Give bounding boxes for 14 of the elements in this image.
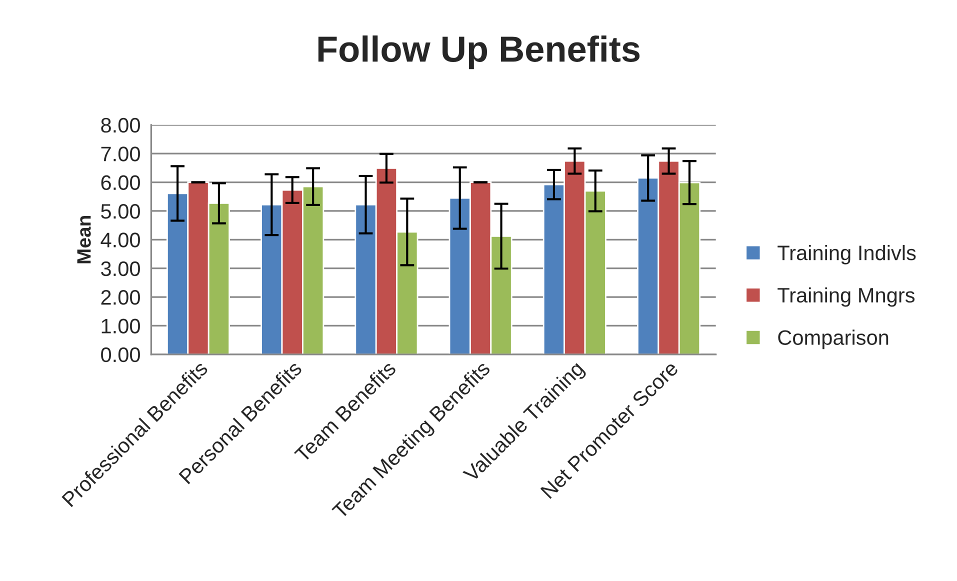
- y-tick-label: 8.00: [101, 118, 140, 133]
- y-axis-title: Mean: [77, 216, 91, 264]
- y-tick-label: 4.00: [100, 232, 140, 248]
- legend-label: Comparison: [778, 330, 888, 350]
- legend-label: Training Indivls: [778, 244, 916, 264]
- y-tick-label: 1.00: [102, 318, 140, 334]
- chart-title: Follow Up Benefits: [318, 35, 640, 70]
- y-tick-label: 5.00: [101, 204, 140, 219]
- y-tick-label: 3.00: [101, 261, 140, 276]
- y-tick-label: 0.00: [101, 347, 140, 362]
- y-tick-label: 7.00: [101, 146, 140, 162]
- legend-label: Training Mngrs: [778, 287, 915, 307]
- y-tick-label: 6.00: [101, 175, 140, 190]
- y-tick-label: 2.00: [101, 290, 140, 305]
